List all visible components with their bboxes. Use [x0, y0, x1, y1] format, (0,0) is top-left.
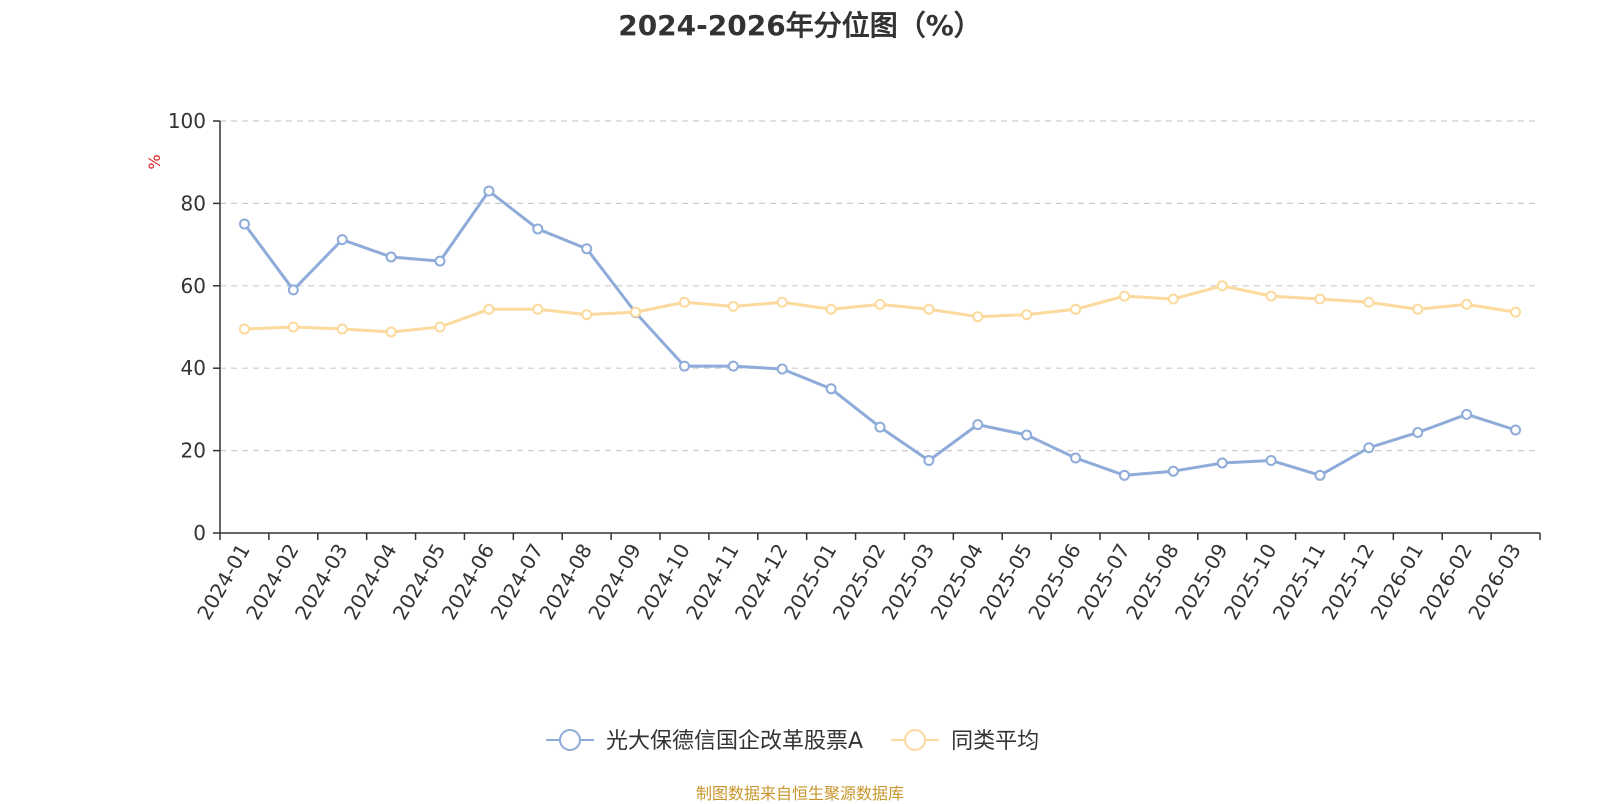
data-point — [336, 234, 348, 246]
legend-label: 同类平均 — [951, 729, 1039, 754]
data-point — [336, 323, 348, 335]
chart-title: 2024-2026年分位图（%） — [618, 9, 982, 42]
y-tick-label: 20 — [181, 439, 206, 463]
data-point — [923, 303, 935, 315]
data-point — [1265, 454, 1277, 466]
data-point — [678, 296, 690, 308]
data-point — [581, 243, 593, 255]
data-point — [727, 300, 739, 312]
grid-lines — [220, 120, 1540, 452]
data-point — [1412, 426, 1424, 438]
y-axis-label: % — [145, 154, 164, 169]
y-tick-label: 60 — [181, 274, 206, 298]
legend: 光大保德信国企改革股票A 同类平均 — [546, 729, 1039, 754]
data-point — [776, 296, 788, 308]
data-point — [630, 306, 642, 318]
data-point — [1510, 306, 1522, 318]
data-point — [1021, 309, 1033, 321]
data-point — [972, 311, 984, 323]
data-point — [532, 223, 544, 235]
y-tick-label: 100 — [168, 109, 206, 133]
data-point — [825, 303, 837, 315]
data-point — [483, 303, 495, 315]
data-point — [1167, 465, 1179, 477]
data-point — [1216, 280, 1228, 292]
data-point — [1314, 469, 1326, 481]
data-point — [287, 284, 299, 296]
data-point — [1363, 442, 1375, 454]
data-point — [776, 363, 788, 375]
data-point — [874, 421, 886, 433]
data-point — [1070, 303, 1082, 315]
data-point — [1118, 290, 1130, 302]
data-point — [1021, 429, 1033, 441]
data-point — [581, 309, 593, 321]
data-point — [238, 218, 250, 230]
data-point — [874, 298, 886, 310]
data-point — [483, 185, 495, 197]
series — [238, 185, 1522, 481]
data-point — [825, 383, 837, 395]
data-point — [434, 321, 446, 333]
data-point — [1265, 290, 1277, 302]
data-point — [1216, 457, 1228, 469]
data-point — [1461, 408, 1473, 420]
legend-marker — [904, 729, 927, 751]
data-point — [1461, 298, 1473, 310]
data-point — [1412, 303, 1424, 315]
data-point — [1510, 424, 1522, 436]
data-point — [1167, 293, 1179, 305]
legend-marker — [559, 729, 581, 751]
y-tick-label: 0 — [193, 521, 206, 545]
legend-label: 光大保德信国企改革股票A — [606, 729, 863, 754]
data-point — [727, 360, 739, 372]
data-point — [1070, 452, 1082, 464]
data-point — [972, 419, 984, 431]
data-point — [1314, 293, 1326, 305]
data-point — [923, 454, 935, 466]
data-point — [287, 321, 299, 333]
data-point — [532, 303, 544, 315]
data-point — [1363, 296, 1375, 308]
data-point — [385, 251, 397, 263]
y-tick-label: 40 — [181, 356, 206, 380]
source-note: 制图数据来自恒生聚源数据库 — [695, 784, 904, 803]
data-point — [385, 326, 397, 338]
legend-item-0: 光大保德信国企改革股票A — [546, 729, 863, 754]
y-tick-label: 80 — [181, 191, 206, 215]
legend-item-1: 同类平均 — [891, 729, 1039, 754]
series-line-0 — [243, 189, 1517, 477]
axes: 0204060801002024-012024-022024-032024-04… — [168, 109, 1541, 624]
data-point — [434, 255, 446, 267]
data-point — [1118, 469, 1130, 481]
data-point — [678, 360, 690, 372]
data-point — [238, 323, 250, 335]
